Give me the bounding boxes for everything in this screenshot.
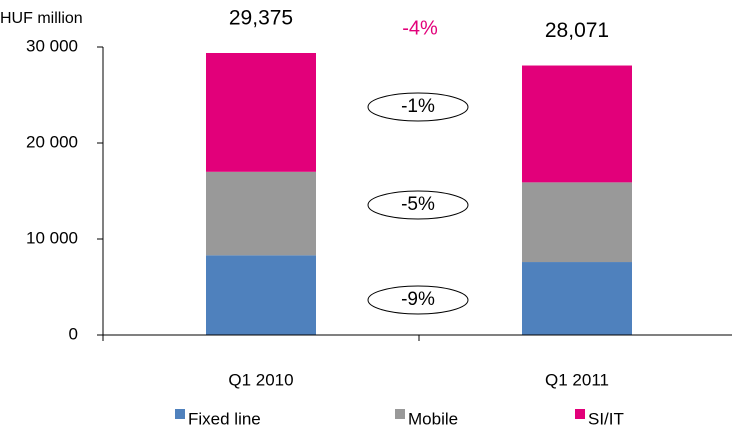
y-tick-label: 0 (69, 324, 78, 343)
y-tick-label: 10 000 (26, 228, 78, 247)
segment-change: -9% (401, 289, 435, 310)
change-oval (367, 190, 469, 220)
y-tick-label: 20 000 (26, 132, 78, 151)
plot: 0 10 000 20 000 30 000 29,375 Q1 2010 28,071 Q1… (26, 7, 732, 428)
legend-swatch (395, 409, 405, 419)
total-label: 28,071 (545, 19, 609, 42)
bar-segment (522, 262, 632, 335)
change-oval (367, 92, 469, 122)
bar-segment (206, 255, 316, 335)
x-tick-label: Q1 2010 (228, 370, 293, 389)
legend-label: SI/IT (588, 409, 624, 428)
bar-segment (522, 65, 632, 183)
bar-segment (206, 53, 316, 172)
legend-label: Mobile (408, 409, 458, 428)
bar-segment (206, 171, 316, 256)
x-tick-label: Q1 2011 (545, 370, 609, 389)
legend-swatch (175, 409, 185, 419)
change-oval (367, 285, 469, 315)
total-label: 29,375 (229, 7, 293, 30)
bar-segment (522, 182, 632, 263)
total-change: -4% (402, 17, 438, 39)
y-tick-label: 30 000 (26, 36, 78, 55)
segment-change: -5% (401, 194, 435, 215)
legend-swatch (575, 409, 585, 419)
legend-label: Fixed line (188, 409, 261, 428)
y-axis-label: HUF million (0, 10, 83, 27)
segment-change: -1% (401, 96, 435, 117)
